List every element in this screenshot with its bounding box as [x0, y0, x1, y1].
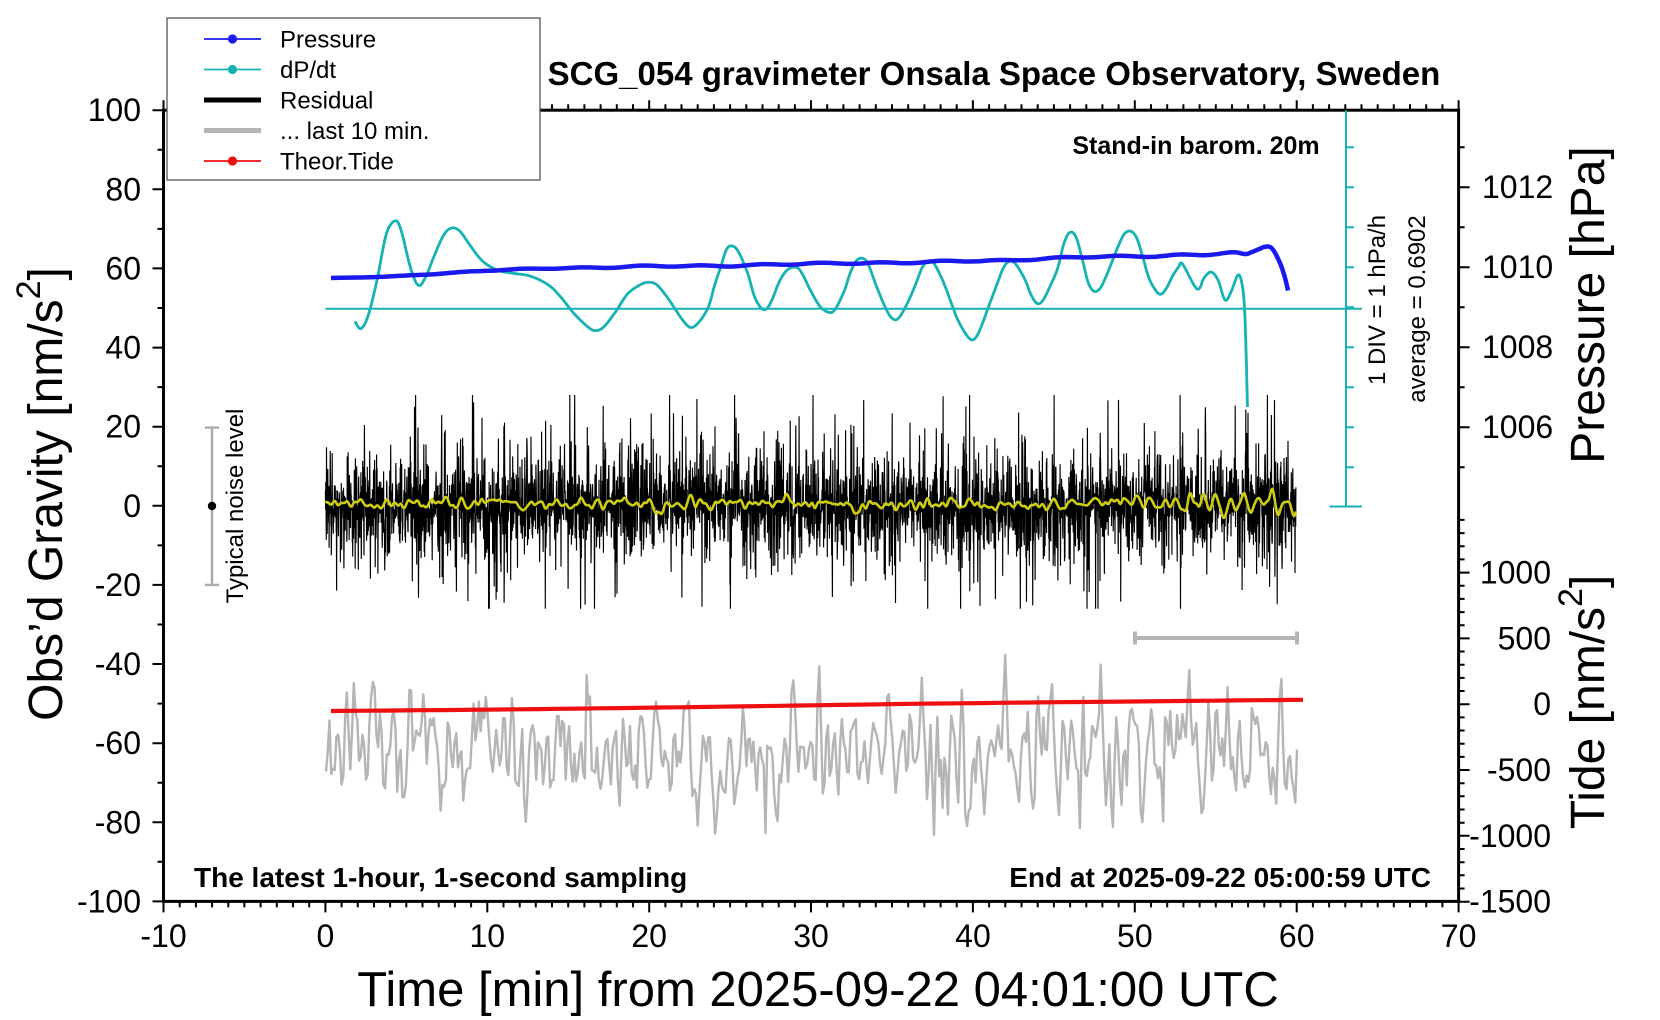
- svg-text:-40: -40: [95, 646, 141, 682]
- svg-text:1012: 1012: [1482, 169, 1553, 205]
- svg-text:Pressure: Pressure: [280, 27, 376, 54]
- svg-text:60: 60: [105, 250, 141, 286]
- svg-text:Typical noise level: Typical noise level: [222, 409, 249, 604]
- svg-text:80: 80: [105, 171, 141, 207]
- svg-text:SCG_054 gravimeter Onsala Spac: SCG_054 gravimeter Onsala Space Observat…: [548, 55, 1441, 92]
- svg-text:average = 0.6902: average = 0.6902: [1404, 215, 1431, 403]
- svg-text:30: 30: [793, 918, 829, 954]
- svg-text:Stand-in barom. 20m: Stand-in barom. 20m: [1072, 132, 1319, 160]
- svg-text:-500: -500: [1487, 752, 1551, 788]
- svg-text:40: 40: [105, 330, 141, 366]
- svg-text:The latest 1-hour, 1-second sa: The latest 1-hour, 1-second sampling: [194, 862, 687, 893]
- svg-text:60: 60: [1279, 918, 1315, 954]
- svg-text:Obs’d Gravity [nm/s2]: Obs’d Gravity [nm/s2]: [10, 267, 73, 721]
- svg-text:Tide [nm/s2]: Tide [nm/s2]: [1552, 575, 1615, 830]
- svg-text:1000: 1000: [1480, 555, 1551, 591]
- svg-text:0: 0: [1533, 686, 1551, 722]
- svg-text:-100: -100: [77, 883, 141, 919]
- svg-text:Theor.Tide: Theor.Tide: [280, 149, 394, 176]
- svg-text:70: 70: [1441, 918, 1477, 954]
- svg-text:50: 50: [1117, 918, 1153, 954]
- svg-text:500: 500: [1498, 620, 1551, 656]
- svg-text:0: 0: [316, 918, 334, 954]
- svg-text:-20: -20: [95, 567, 141, 603]
- svg-text:-80: -80: [95, 804, 141, 840]
- svg-text:-1500: -1500: [1469, 884, 1551, 920]
- svg-text:End at 2025-09-22 05:00:59 UTC: End at 2025-09-22 05:00:59 UTC: [1009, 862, 1431, 893]
- svg-text:40: 40: [955, 918, 991, 954]
- svg-text:-60: -60: [95, 725, 141, 761]
- svg-text:Time [min] from 2025-09-22 04:: Time [min] from 2025-09-22 04:01:00 UTC: [357, 963, 1278, 1017]
- svg-text:dP/dt: dP/dt: [280, 57, 336, 84]
- svg-text:-1000: -1000: [1469, 818, 1551, 854]
- svg-text:1006: 1006: [1482, 409, 1553, 445]
- svg-text:Pressure [hPa]: Pressure [hPa]: [1562, 146, 1615, 463]
- svg-text:0: 0: [123, 488, 141, 524]
- svg-text:1 DIV = 1 hPa/h: 1 DIV = 1 hPa/h: [1364, 215, 1391, 385]
- svg-text:20: 20: [105, 409, 141, 445]
- svg-text:... last 10 min.: ... last 10 min.: [280, 118, 429, 145]
- svg-text:1010: 1010: [1482, 249, 1553, 285]
- svg-text:Residual: Residual: [280, 88, 373, 115]
- svg-text:20: 20: [631, 918, 667, 954]
- svg-text:-10: -10: [140, 918, 186, 954]
- svg-text:10: 10: [469, 918, 505, 954]
- svg-text:1008: 1008: [1482, 329, 1553, 365]
- svg-text:100: 100: [88, 92, 141, 128]
